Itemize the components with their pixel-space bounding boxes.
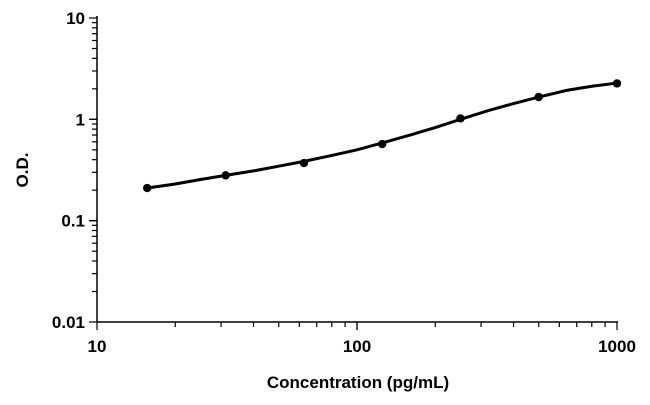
data-point — [299, 158, 309, 168]
data-points — [143, 79, 622, 193]
x-tick-label: 10 — [88, 337, 107, 356]
data-point — [221, 171, 230, 180]
y-tick-label: 10 — [66, 9, 85, 28]
data-point — [377, 139, 387, 149]
tick-labels: 10 100 1000 0.01 0.1 1 10 — [52, 9, 636, 356]
ticks — [89, 17, 618, 330]
y-axis-title: O.D. — [13, 153, 32, 188]
y-tick-label: 0.01 — [52, 313, 85, 332]
y-tick-label: 1 — [76, 110, 85, 129]
data-point — [534, 92, 543, 102]
data-point — [143, 183, 152, 193]
data-point — [612, 79, 622, 88]
y-tick-label: 0.1 — [61, 212, 85, 231]
axes — [96, 16, 618, 323]
fit-curve — [146, 81, 618, 190]
x-tick-label: 100 — [343, 337, 371, 356]
data-point — [456, 114, 465, 123]
x-axis-title: Concentration (pg/mL) — [267, 373, 449, 392]
x-tick-label: 1000 — [598, 337, 636, 356]
